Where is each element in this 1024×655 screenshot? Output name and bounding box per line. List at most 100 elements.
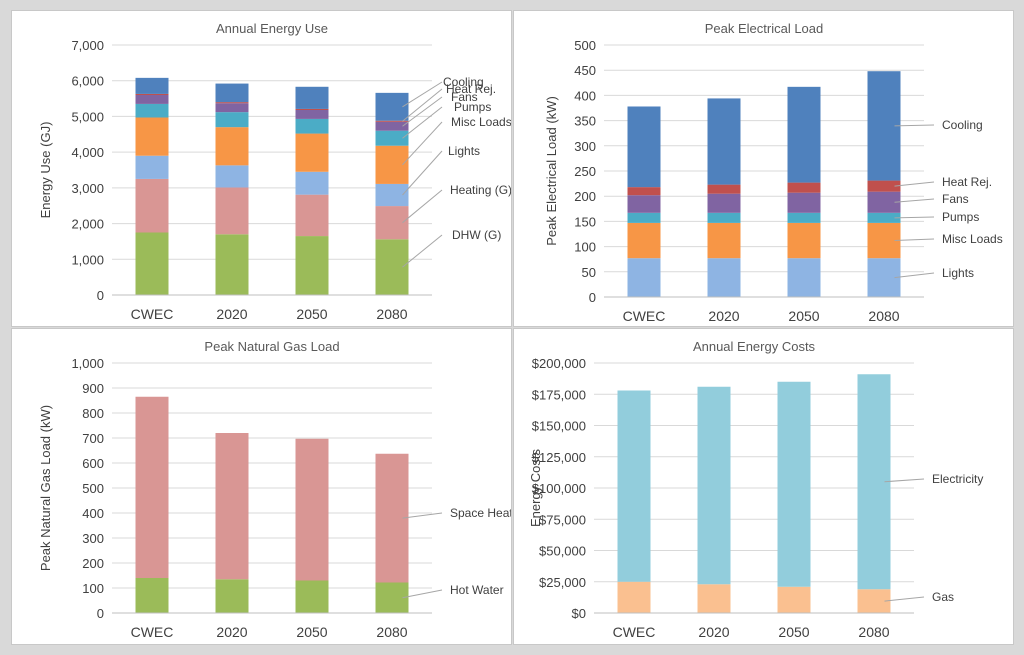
chart-panel-peak-electrical-load: Peak Electrical Load 0 50 100 150 200 250 300 35… <box>513 10 1014 327</box>
y-tick-label: 350 <box>574 114 596 129</box>
bar-dhw-g-2050 <box>295 236 329 295</box>
y-tick-label: 150 <box>574 214 596 229</box>
bar-cooling-2020 <box>707 98 741 185</box>
y-tick-label: $25,000 <box>539 575 586 590</box>
series-label-cooling: Cooling <box>942 118 983 132</box>
x-tick-label: 2020 <box>698 624 729 640</box>
x-tick-label: 2080 <box>868 308 899 324</box>
bar-fans-2050 <box>787 192 821 213</box>
y-tick-label: $100,000 <box>532 481 586 496</box>
x-tick-label: 2020 <box>708 308 739 324</box>
bar-cooling-2050 <box>295 86 329 109</box>
x-tick-label: CWEC <box>613 624 656 640</box>
bar-fans-cwec <box>627 195 661 213</box>
bar-heat-rej-2050 <box>295 108 329 110</box>
y-tick-label: 0 <box>97 288 104 303</box>
y-tick-label: 200 <box>574 189 596 204</box>
bar-pumps-2050 <box>787 212 821 223</box>
bar-fans-2020 <box>215 103 249 113</box>
chart-svg: Peak Electrical Load 0 50 100 150 200 250 300 35… <box>544 21 1003 324</box>
leader-line <box>894 124 935 127</box>
y-axis-title: Energy Costs <box>528 448 543 527</box>
x-tick-label: 2020 <box>216 624 247 640</box>
x-tick-label: 2050 <box>788 308 819 324</box>
series-label-electricity: Electricity <box>932 472 983 486</box>
bar-misc-loads-2050 <box>295 133 329 172</box>
bar-lights-2080 <box>375 183 409 207</box>
series-label-cooling: Cooling <box>443 75 484 89</box>
bar-pumps-2080 <box>375 130 409 146</box>
bar-fans-2050 <box>295 110 329 119</box>
bar-gas-cwec <box>617 581 651 613</box>
y-tick-label: $50,000 <box>539 544 586 559</box>
series-label-misc-loads: Misc Loads <box>451 115 512 129</box>
leader-line <box>402 96 443 127</box>
chart-title: Annual Energy Use <box>216 21 328 36</box>
bar-heat-rej-cwec <box>135 93 169 95</box>
y-tick-label: 6,000 <box>71 74 104 89</box>
leader-line <box>894 181 935 187</box>
leader-line <box>894 198 935 203</box>
y-tick-label: $75,000 <box>539 512 586 527</box>
bar-misc-loads-cwec <box>627 222 661 259</box>
bar-gas-2050 <box>777 586 811 613</box>
series-label-fans: Fans <box>942 192 969 206</box>
leader-line <box>402 512 443 519</box>
leader-line <box>402 150 443 196</box>
series-label-pumps: Pumps <box>942 210 979 224</box>
leader-line <box>402 121 443 166</box>
leader-line <box>884 478 925 483</box>
y-tick-label: 500 <box>82 481 104 496</box>
bar-heat-rej-2080 <box>375 120 409 122</box>
bar-electricity-2020 <box>697 386 731 585</box>
bar-fans-cwec <box>135 95 169 104</box>
bar-hot-water-2020 <box>215 579 249 613</box>
bar-pumps-2020 <box>707 212 741 223</box>
bar-pumps-2020 <box>215 112 249 128</box>
x-tick-label: 2050 <box>296 306 327 322</box>
bar-lights-2050 <box>787 258 821 297</box>
x-tick-label: 2080 <box>376 306 407 322</box>
y-tick-label: 250 <box>574 164 596 179</box>
x-tick-label: 2080 <box>858 624 889 640</box>
series-label-heat-rej: Heat Rej. <box>942 175 992 189</box>
leader-line <box>402 106 443 139</box>
bar-space-heat-2050 <box>295 438 329 581</box>
y-tick-label: 400 <box>574 88 596 103</box>
chart-svg: Annual Energy Costs $0 $25,000 $50,000 $75,0… <box>528 339 983 640</box>
bar-heating-g-2080 <box>375 206 409 240</box>
y-tick-label: 100 <box>82 581 104 596</box>
y-tick-label: 7,000 <box>71 38 104 53</box>
bar-fans-2080 <box>867 191 901 213</box>
y-tick-label: 5,000 <box>71 109 104 124</box>
bar-space-heat-cwec <box>135 396 169 578</box>
series-label-lights: Lights <box>942 266 974 280</box>
leader-line <box>894 272 935 279</box>
bar-fans-2020 <box>707 193 741 213</box>
leader-line <box>402 88 443 122</box>
bar-dhw-g-2080 <box>375 239 409 295</box>
y-tick-label: 1,000 <box>71 356 104 371</box>
y-tick-label: $200,000 <box>532 356 586 371</box>
bar-heating-g-2050 <box>295 194 329 237</box>
series-label-misc-loads: Misc Loads <box>942 232 1003 246</box>
chart-title: Annual Energy Costs <box>693 339 816 354</box>
series-label-fans: Fans <box>451 90 478 104</box>
x-tick-label: 2050 <box>778 624 809 640</box>
bar-hot-water-cwec <box>135 578 169 613</box>
leader-line <box>402 189 443 224</box>
y-tick-label: 4,000 <box>71 145 104 160</box>
chart-svg: Annual Energy Use 0 1,000 2,000 3,000 4,000 5,… <box>38 21 512 322</box>
bar-pumps-cwec <box>627 212 661 223</box>
y-axis-title: Peak Electrical Load (kW) <box>544 96 559 246</box>
leader-line <box>402 589 443 599</box>
x-tick-label: 2020 <box>216 306 247 322</box>
bar-lights-cwec <box>135 155 169 179</box>
bar-electricity-cwec <box>617 390 651 582</box>
series-label-dhw-g: DHW (G) <box>452 228 501 242</box>
x-tick-label: 2050 <box>296 624 327 640</box>
chart-panel-annual-energy-costs: Annual Energy Costs $0 $25,000 $50,000 $75,0… <box>513 328 1014 645</box>
series-label-lights: Lights <box>448 144 480 158</box>
bar-cooling-cwec <box>627 106 661 188</box>
bar-lights-cwec <box>627 258 661 297</box>
